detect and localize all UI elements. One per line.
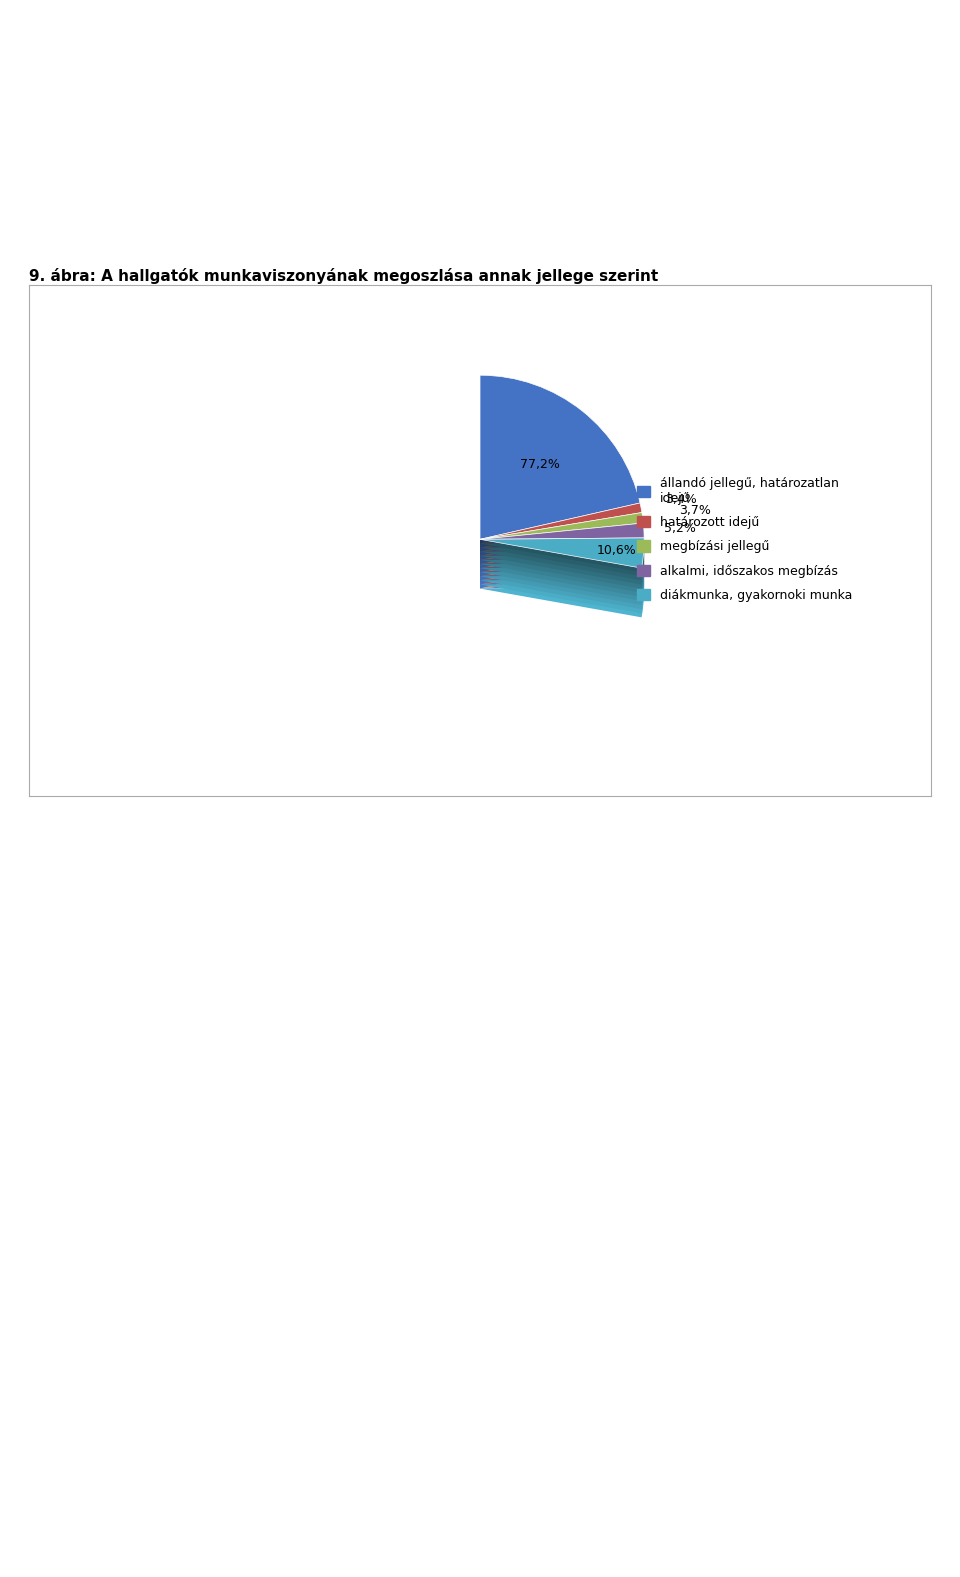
Wedge shape	[480, 539, 642, 576]
Wedge shape	[480, 524, 642, 560]
Text: 10,6%: 10,6%	[596, 544, 636, 557]
Wedge shape	[480, 536, 642, 572]
Wedge shape	[480, 565, 644, 580]
Wedge shape	[480, 549, 642, 585]
Wedge shape	[480, 550, 644, 580]
Wedge shape	[480, 516, 642, 552]
Wedge shape	[480, 572, 644, 588]
Wedge shape	[480, 517, 643, 544]
Wedge shape	[480, 508, 642, 544]
Wedge shape	[480, 408, 640, 572]
Wedge shape	[480, 525, 643, 552]
Wedge shape	[480, 571, 644, 601]
Wedge shape	[480, 531, 644, 547]
Wedge shape	[480, 566, 644, 596]
Wedge shape	[480, 568, 644, 585]
Wedge shape	[480, 528, 642, 565]
Wedge shape	[480, 546, 643, 572]
Wedge shape	[480, 549, 643, 576]
Wedge shape	[480, 531, 642, 568]
Wedge shape	[480, 554, 643, 580]
Wedge shape	[480, 380, 640, 544]
Wedge shape	[480, 561, 643, 588]
Wedge shape	[480, 527, 644, 544]
Wedge shape	[480, 383, 640, 547]
Wedge shape	[480, 541, 643, 568]
Wedge shape	[480, 576, 644, 606]
Text: 77,2%: 77,2%	[519, 457, 560, 472]
Wedge shape	[480, 552, 642, 588]
Wedge shape	[480, 538, 643, 565]
Wedge shape	[480, 396, 640, 560]
Wedge shape	[480, 503, 642, 539]
Wedge shape	[480, 401, 640, 565]
Wedge shape	[480, 544, 644, 560]
Wedge shape	[480, 421, 640, 585]
Wedge shape	[480, 511, 642, 547]
Wedge shape	[480, 547, 644, 565]
Wedge shape	[480, 535, 644, 552]
Wedge shape	[480, 583, 644, 613]
Wedge shape	[480, 524, 644, 539]
Wedge shape	[480, 533, 643, 560]
Wedge shape	[480, 563, 644, 593]
Wedge shape	[480, 412, 640, 576]
Wedge shape	[480, 538, 644, 568]
Wedge shape	[480, 375, 640, 539]
Wedge shape	[480, 546, 644, 576]
Wedge shape	[480, 554, 644, 585]
Wedge shape	[480, 560, 644, 576]
Wedge shape	[480, 416, 640, 580]
Wedge shape	[480, 555, 644, 572]
Text: 5,2%: 5,2%	[664, 522, 696, 535]
Wedge shape	[480, 391, 640, 555]
Wedge shape	[480, 513, 643, 539]
Wedge shape	[480, 587, 644, 617]
Text: 3,4%: 3,4%	[665, 494, 697, 506]
Wedge shape	[480, 388, 640, 552]
Text: 9. ábra: A hallgatók munkaviszonyának megoszlása annak jellege szerint: 9. ábra: A hallgatók munkaviszonyának me…	[29, 268, 658, 284]
Wedge shape	[480, 579, 644, 609]
Legend: állandó jellegű, határozatlan
idejű, határozott idejű, megbízási jellegű, alkalm: állandó jellegű, határozatlan idejű, hat…	[632, 472, 857, 607]
Wedge shape	[480, 558, 644, 588]
Wedge shape	[480, 424, 640, 588]
Wedge shape	[480, 558, 643, 585]
Wedge shape	[480, 539, 644, 555]
Wedge shape	[480, 519, 642, 555]
Wedge shape	[480, 544, 642, 580]
Wedge shape	[480, 542, 644, 572]
Text: 3,7%: 3,7%	[679, 505, 710, 517]
Wedge shape	[480, 552, 644, 568]
Wedge shape	[480, 528, 643, 555]
Wedge shape	[480, 404, 640, 568]
Wedge shape	[480, 520, 643, 547]
